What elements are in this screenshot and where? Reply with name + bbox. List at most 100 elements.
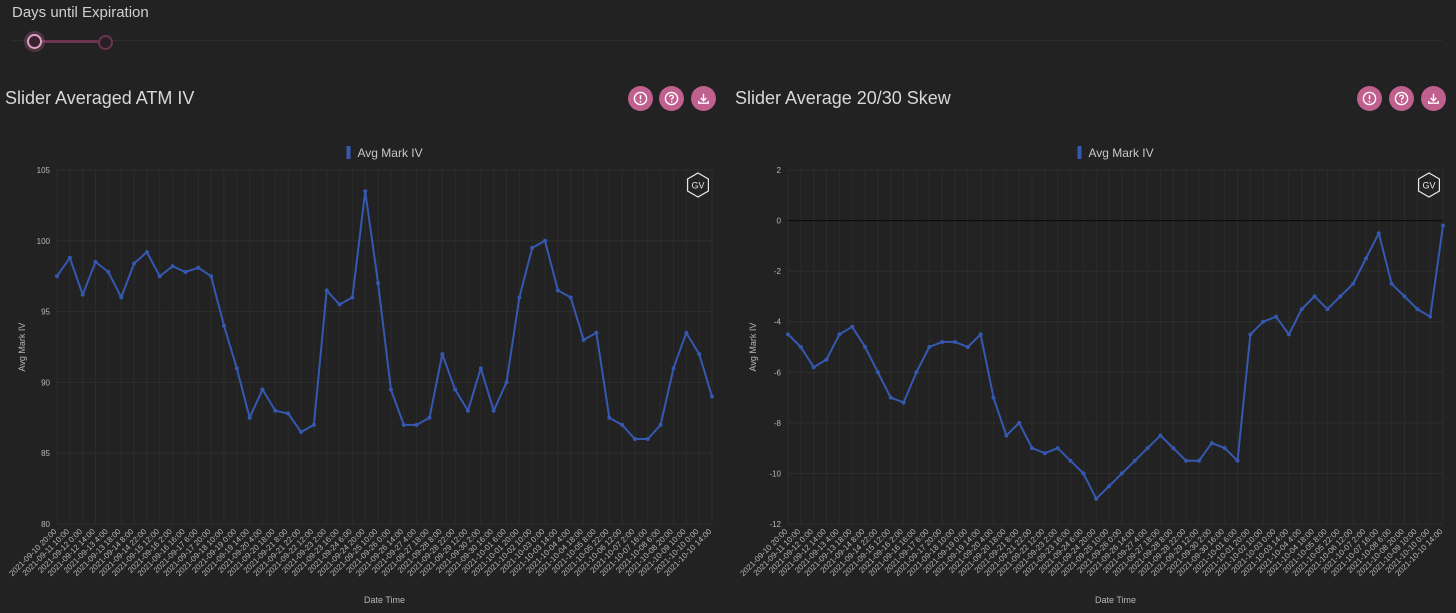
data-point: [798, 345, 803, 349]
data-point: [1286, 332, 1291, 337]
data-point: [273, 408, 278, 413]
data-point: [1145, 446, 1150, 451]
data-point: [337, 302, 342, 307]
gv-logo-text: GV: [691, 181, 704, 191]
data-point: [940, 339, 945, 344]
data-point: [183, 269, 188, 274]
data-point: [1299, 307, 1304, 312]
data-point: [324, 288, 329, 293]
data-point: [607, 415, 612, 420]
slider-thumb-start[interactable]: [27, 34, 42, 49]
data-point: [888, 395, 893, 400]
slider-track[interactable]: [12, 40, 1442, 41]
data-point: [991, 395, 996, 400]
data-point: [1274, 314, 1279, 319]
legend-swatch: [346, 146, 351, 159]
y-tick-label: -10: [769, 469, 781, 478]
download-icon: [698, 93, 709, 104]
data-point: [1261, 319, 1266, 324]
y-tick-label: -8: [774, 419, 782, 428]
data-point: [299, 429, 304, 434]
data-point: [221, 323, 226, 328]
data-point: [837, 332, 842, 337]
info-button[interactable]: [1357, 86, 1382, 111]
data-point: [927, 345, 932, 349]
data-point: [260, 387, 265, 392]
y-tick-label: 2: [777, 166, 782, 175]
days-slider[interactable]: Days until Expiration: [12, 4, 1442, 50]
data-point: [504, 380, 509, 385]
data-point: [875, 370, 880, 375]
y-tick-label: 105: [37, 166, 51, 175]
data-point: [863, 345, 868, 349]
help-button[interactable]: [659, 86, 684, 111]
help-button[interactable]: [1389, 86, 1414, 111]
data-point: [632, 437, 637, 442]
data-point: [1004, 433, 1009, 438]
data-point: [901, 400, 906, 405]
data-point: [1042, 451, 1047, 456]
data-point: [440, 352, 445, 357]
data-point: [491, 408, 496, 413]
data-point: [1376, 231, 1381, 236]
data-point: [1184, 458, 1189, 463]
gv-logo: [1417, 172, 1441, 198]
legend-swatch: [1077, 146, 1082, 159]
data-point: [388, 387, 393, 392]
data-point: [350, 295, 355, 300]
data-point: [645, 437, 650, 442]
data-point: [67, 255, 72, 260]
data-point: [1094, 496, 1099, 501]
data-point: [465, 408, 470, 413]
data-point: [157, 274, 162, 279]
data-point: [1030, 446, 1035, 451]
download-button[interactable]: [691, 86, 716, 111]
data-point: [427, 415, 432, 420]
data-point: [247, 415, 252, 420]
data-point: [1222, 446, 1227, 451]
data-point: [697, 352, 702, 357]
data-point: [132, 261, 137, 266]
help-icon: [664, 91, 679, 106]
panel-title-atm-iv: Slider Averaged ATM IV: [5, 88, 195, 108]
data-point: [1171, 446, 1176, 451]
y-tick-label: 0: [777, 217, 782, 226]
data-point: [1081, 471, 1086, 476]
y-tick-label: 80: [41, 520, 50, 529]
data-point: [93, 260, 98, 265]
data-point: [1389, 281, 1394, 286]
data-point: [710, 394, 714, 399]
data-point: [1338, 294, 1343, 299]
data-point: [786, 332, 790, 337]
data-point: [311, 422, 316, 427]
data-point: [1132, 458, 1137, 463]
data-point: [671, 366, 676, 371]
data-point: [517, 295, 522, 300]
data-point: [144, 250, 149, 255]
data-point: [1017, 420, 1022, 425]
data-point: [1312, 294, 1317, 299]
x-axis-title: Date Time: [364, 595, 405, 605]
data-point: [568, 295, 573, 300]
download-button[interactable]: [1421, 86, 1446, 111]
y-tick-label: 95: [41, 308, 50, 317]
data-point: [55, 274, 59, 279]
data-point: [414, 422, 419, 427]
y-tick-label: 100: [37, 237, 51, 246]
data-point: [530, 245, 535, 250]
data-point: [1248, 332, 1253, 337]
info-icon: [633, 91, 648, 106]
data-point: [914, 370, 919, 375]
data-point: [80, 292, 85, 297]
data-point: [824, 357, 829, 362]
data-point: [1119, 471, 1124, 476]
info-button[interactable]: [628, 86, 653, 111]
data-point: [1209, 441, 1214, 446]
y-tick-label: -6: [774, 368, 782, 377]
data-point: [850, 324, 855, 329]
data-point: [286, 411, 291, 416]
data-point: [1235, 458, 1240, 463]
slider-thumb-end[interactable]: [98, 35, 113, 50]
